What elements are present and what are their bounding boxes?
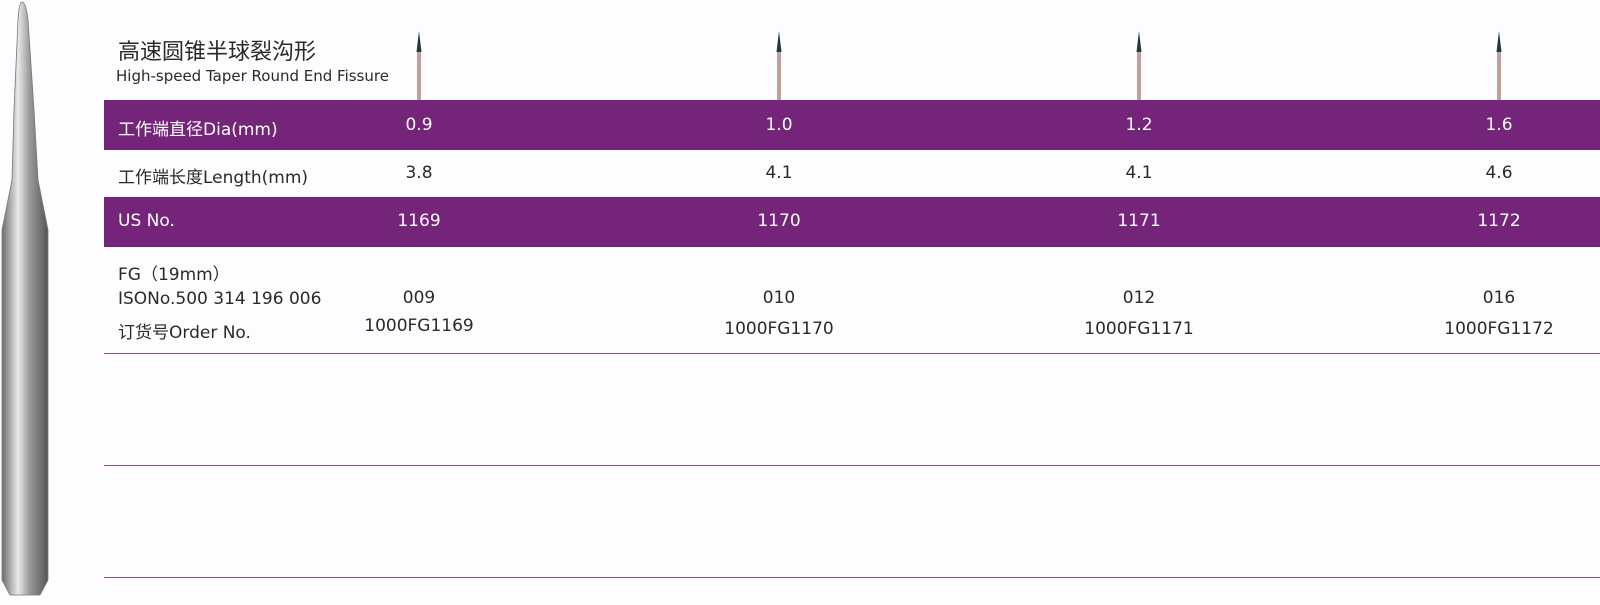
cell: 1.6 bbox=[1485, 115, 1513, 135]
cell: 1000FG1172 bbox=[1444, 319, 1554, 339]
row-label: FG（19mm） bbox=[118, 265, 230, 285]
bur-icon bbox=[1136, 31, 1142, 100]
rule bbox=[104, 353, 1600, 354]
row-label: US No. bbox=[118, 211, 175, 231]
title-en: High-speed Taper Round End Fissure bbox=[116, 67, 389, 85]
rule bbox=[104, 465, 1600, 466]
rule bbox=[104, 577, 1600, 578]
cell: 0.9 bbox=[405, 115, 433, 135]
cell: 1000FG1171 bbox=[1084, 319, 1194, 339]
title-cn: 高速圆锥半球裂沟形 bbox=[118, 40, 317, 65]
row-label: 工作端直径Dia(mm) bbox=[118, 120, 278, 140]
row-label: 订货号Order No. bbox=[118, 323, 251, 343]
bur-icon bbox=[776, 31, 782, 100]
cell: 1.2 bbox=[1125, 115, 1153, 135]
cell: 1169 bbox=[397, 211, 441, 231]
cell: 4.6 bbox=[1485, 163, 1513, 183]
cell: 1000FG1170 bbox=[724, 319, 834, 339]
cell: 4.1 bbox=[765, 163, 793, 183]
cell: 1000FG1169 bbox=[364, 316, 474, 336]
row-label: ISONo.500 314 196 006 bbox=[118, 289, 322, 309]
row-band bbox=[104, 197, 1600, 247]
cell: 010 bbox=[762, 288, 796, 308]
bur-icon bbox=[416, 31, 422, 100]
row-label: 工作端长度Length(mm) bbox=[118, 168, 309, 188]
cell: 1170 bbox=[757, 211, 801, 231]
cell: 016 bbox=[1482, 288, 1516, 308]
row-band bbox=[104, 100, 1600, 150]
cell: 1.0 bbox=[765, 115, 793, 135]
bur-illustration bbox=[1, 1, 49, 596]
cell: 1171 bbox=[1117, 211, 1161, 231]
cell: 012 bbox=[1122, 288, 1156, 308]
cell: 4.1 bbox=[1125, 163, 1153, 183]
cell: 1172 bbox=[1477, 211, 1521, 231]
cell: 009 bbox=[402, 288, 436, 308]
bur-icon bbox=[1496, 31, 1502, 100]
cell: 3.8 bbox=[405, 163, 433, 183]
